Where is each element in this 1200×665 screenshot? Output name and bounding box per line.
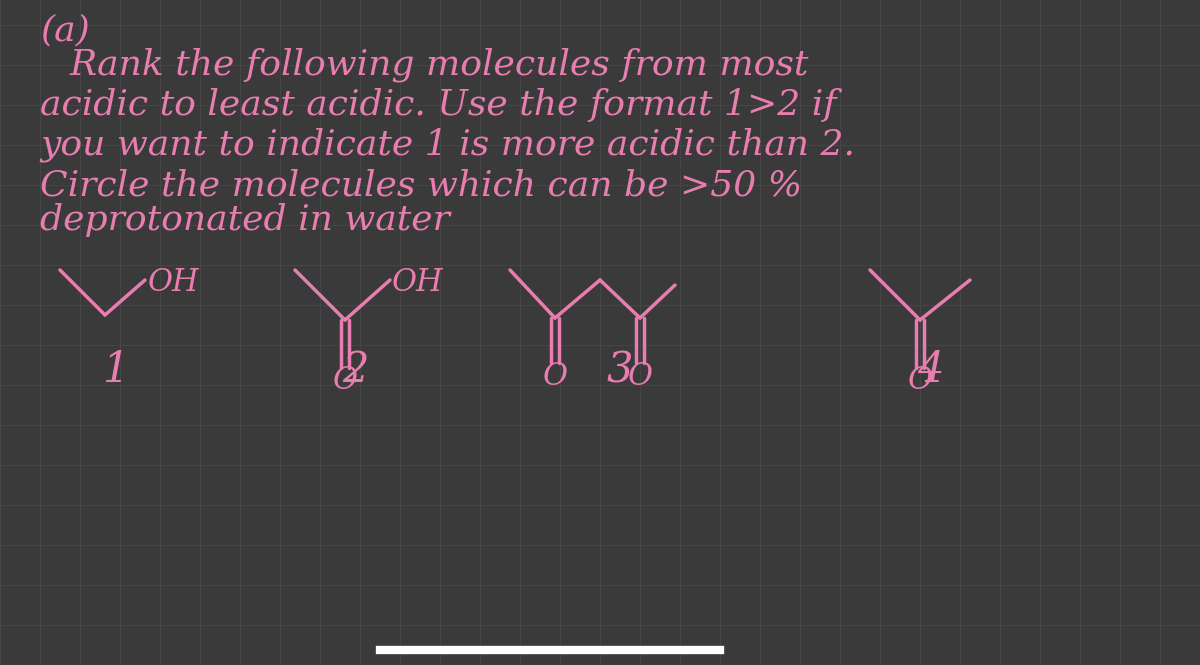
Text: O: O (907, 364, 932, 396)
Text: 2: 2 (342, 349, 368, 391)
Text: OH: OH (148, 267, 199, 297)
Text: O: O (332, 364, 358, 396)
Text: 1: 1 (102, 349, 128, 391)
Text: (a): (a) (40, 13, 90, 47)
Text: deprotonated in water: deprotonated in water (40, 203, 450, 237)
Text: 4: 4 (917, 349, 943, 391)
Text: you want to indicate 1 is more acidic than 2.: you want to indicate 1 is more acidic th… (40, 128, 854, 162)
Text: O: O (628, 360, 653, 392)
Text: acidic to least acidic. Use the format 1>2 if: acidic to least acidic. Use the format 1… (40, 88, 836, 122)
Text: OH: OH (392, 267, 444, 297)
Text: Circle the molecules which can be >50 %: Circle the molecules which can be >50 % (40, 168, 802, 202)
Text: O: O (542, 360, 568, 392)
Text: 3: 3 (607, 349, 634, 391)
Text: Rank the following molecules from most: Rank the following molecules from most (70, 48, 809, 82)
